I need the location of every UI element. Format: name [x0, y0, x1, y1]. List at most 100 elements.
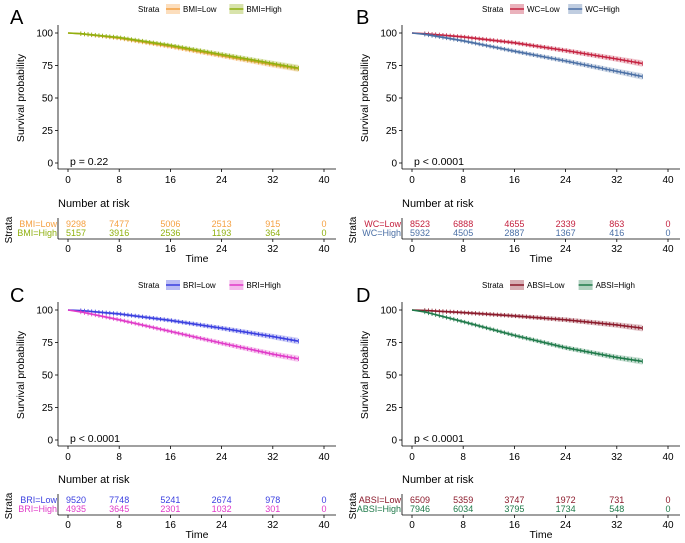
- y-tick-label: 75: [386, 61, 398, 72]
- risk-x-tick-label: 24: [216, 244, 228, 255]
- panel-letter: B: [356, 7, 369, 29]
- risk-x-tick-label: 16: [165, 520, 177, 531]
- panel-letter: D: [356, 285, 370, 307]
- y-tick-label: 0: [391, 436, 397, 447]
- legend-label: BRI=Low: [183, 281, 216, 290]
- x-axis-label: Time: [186, 529, 209, 541]
- y-tick-label: 0: [47, 436, 53, 447]
- risk-x-tick-label: 16: [509, 244, 521, 255]
- x-tick-label: 40: [662, 175, 674, 186]
- legend-label: BMI=Low: [183, 5, 217, 14]
- risk-x-tick-label: 8: [116, 520, 122, 531]
- x-tick-label: 32: [611, 175, 623, 186]
- y-tick-label: 50: [42, 94, 54, 105]
- risk-count: 1032: [212, 504, 232, 514]
- y-axis-label: Survival probability: [15, 53, 27, 142]
- risk-count: 416: [609, 228, 624, 238]
- risk-x-tick-label: 0: [65, 244, 71, 255]
- legend-item: BMI=High: [229, 4, 281, 14]
- risk-x-tick-label: 8: [116, 244, 122, 255]
- y-tick-label: 25: [386, 126, 398, 137]
- legend-item: BRI=High: [229, 280, 280, 290]
- legend-title: Strata: [482, 281, 504, 290]
- x-tick-label: 16: [165, 452, 177, 463]
- risk-x-tick-label: 32: [267, 244, 279, 255]
- risk-count: 1367: [556, 228, 576, 238]
- risk-table-title: Number at risk: [402, 198, 474, 210]
- panel-d: D Strata ABSI=Low ABSI=High0255075100Surviv…: [348, 280, 680, 541]
- legend-label: BMI=High: [246, 5, 281, 14]
- legend-title: Strata: [138, 5, 160, 14]
- legend-item: WC=High: [568, 4, 619, 14]
- risk-x-tick-label: 0: [409, 520, 415, 531]
- y-axis-label: Survival probability: [15, 330, 27, 419]
- confidence-band: [68, 33, 298, 72]
- risk-count: 6034: [453, 504, 473, 514]
- x-tick-label: 40: [662, 452, 674, 463]
- risk-table-title: Number at risk: [58, 474, 130, 486]
- risk-x-tick-label: 8: [460, 520, 466, 531]
- risk-strata-label: Strata: [4, 216, 15, 243]
- panel-c: C Strata BRI=Low BRI=High0255075100Survival…: [4, 280, 336, 541]
- y-axis-label: Survival probability: [359, 53, 371, 142]
- risk-x-tick-label: 8: [460, 244, 466, 255]
- legend-item: BMI=Low: [166, 4, 217, 14]
- risk-count: 2887: [504, 228, 524, 238]
- risk-count: 5932: [410, 228, 430, 238]
- x-tick-label: 8: [116, 452, 122, 463]
- x-tick-label: 0: [409, 175, 415, 186]
- x-tick-label: 32: [267, 452, 279, 463]
- legend-item: BRI=Low: [166, 280, 216, 290]
- x-axis-label: Time: [186, 253, 209, 265]
- x-tick-label: 24: [216, 452, 228, 463]
- x-tick-label: 24: [560, 452, 572, 463]
- x-tick-label: 8: [116, 175, 122, 186]
- risk-x-tick-label: 16: [509, 520, 521, 531]
- risk-table-title: Number at risk: [402, 474, 474, 486]
- risk-x-tick-label: 40: [662, 244, 674, 255]
- risk-x-tick-label: 0: [409, 244, 415, 255]
- x-tick-label: 0: [409, 452, 415, 463]
- series-bri-low: [68, 308, 298, 344]
- y-tick-label: 50: [42, 371, 54, 382]
- risk-count: 548: [609, 504, 624, 514]
- risk-x-tick-label: 32: [611, 244, 623, 255]
- risk-count: 0: [321, 228, 326, 238]
- legend-label: ABSI=Low: [527, 281, 565, 290]
- risk-x-tick-label: 40: [318, 520, 330, 531]
- p-value: p = 0.22: [70, 156, 108, 168]
- legend-label: ABSI=High: [596, 281, 635, 290]
- risk-x-tick-label: 32: [267, 520, 279, 531]
- y-tick-label: 50: [386, 371, 398, 382]
- risk-x-tick-label: 40: [318, 244, 330, 255]
- risk-count: 3795: [504, 504, 524, 514]
- series-absi-low: [412, 308, 642, 331]
- y-tick-label: 50: [386, 94, 398, 105]
- legend-label: BRI=High: [246, 281, 280, 290]
- legend-item: WC=Low: [510, 4, 560, 14]
- y-tick-label: 75: [42, 338, 54, 349]
- panel-letter: A: [10, 7, 24, 29]
- x-tick-label: 32: [611, 452, 623, 463]
- legend-item: ABSI=High: [579, 280, 635, 290]
- x-tick-label: 16: [165, 175, 177, 186]
- risk-count: 2301: [160, 504, 180, 514]
- legend-item: ABSI=Low: [510, 280, 565, 290]
- y-tick-label: 25: [386, 403, 398, 414]
- x-axis-label: Time: [530, 529, 553, 541]
- risk-count: 3645: [109, 504, 129, 514]
- legend-label: WC=Low: [527, 5, 560, 14]
- risk-strata-label: Strata: [4, 492, 15, 519]
- y-tick-label: 0: [47, 159, 53, 170]
- risk-x-tick-label: 40: [662, 520, 674, 531]
- x-tick-label: 8: [460, 452, 466, 463]
- risk-count: 1734: [556, 504, 576, 514]
- y-tick-label: 100: [36, 29, 53, 40]
- y-tick-label: 100: [380, 29, 397, 40]
- panel-letter: C: [10, 285, 24, 307]
- risk-x-tick-label: 0: [65, 520, 71, 531]
- risk-count: 5157: [66, 228, 86, 238]
- p-value: p < 0.0001: [414, 433, 464, 445]
- x-tick-label: 32: [267, 175, 279, 186]
- x-tick-label: 0: [65, 452, 71, 463]
